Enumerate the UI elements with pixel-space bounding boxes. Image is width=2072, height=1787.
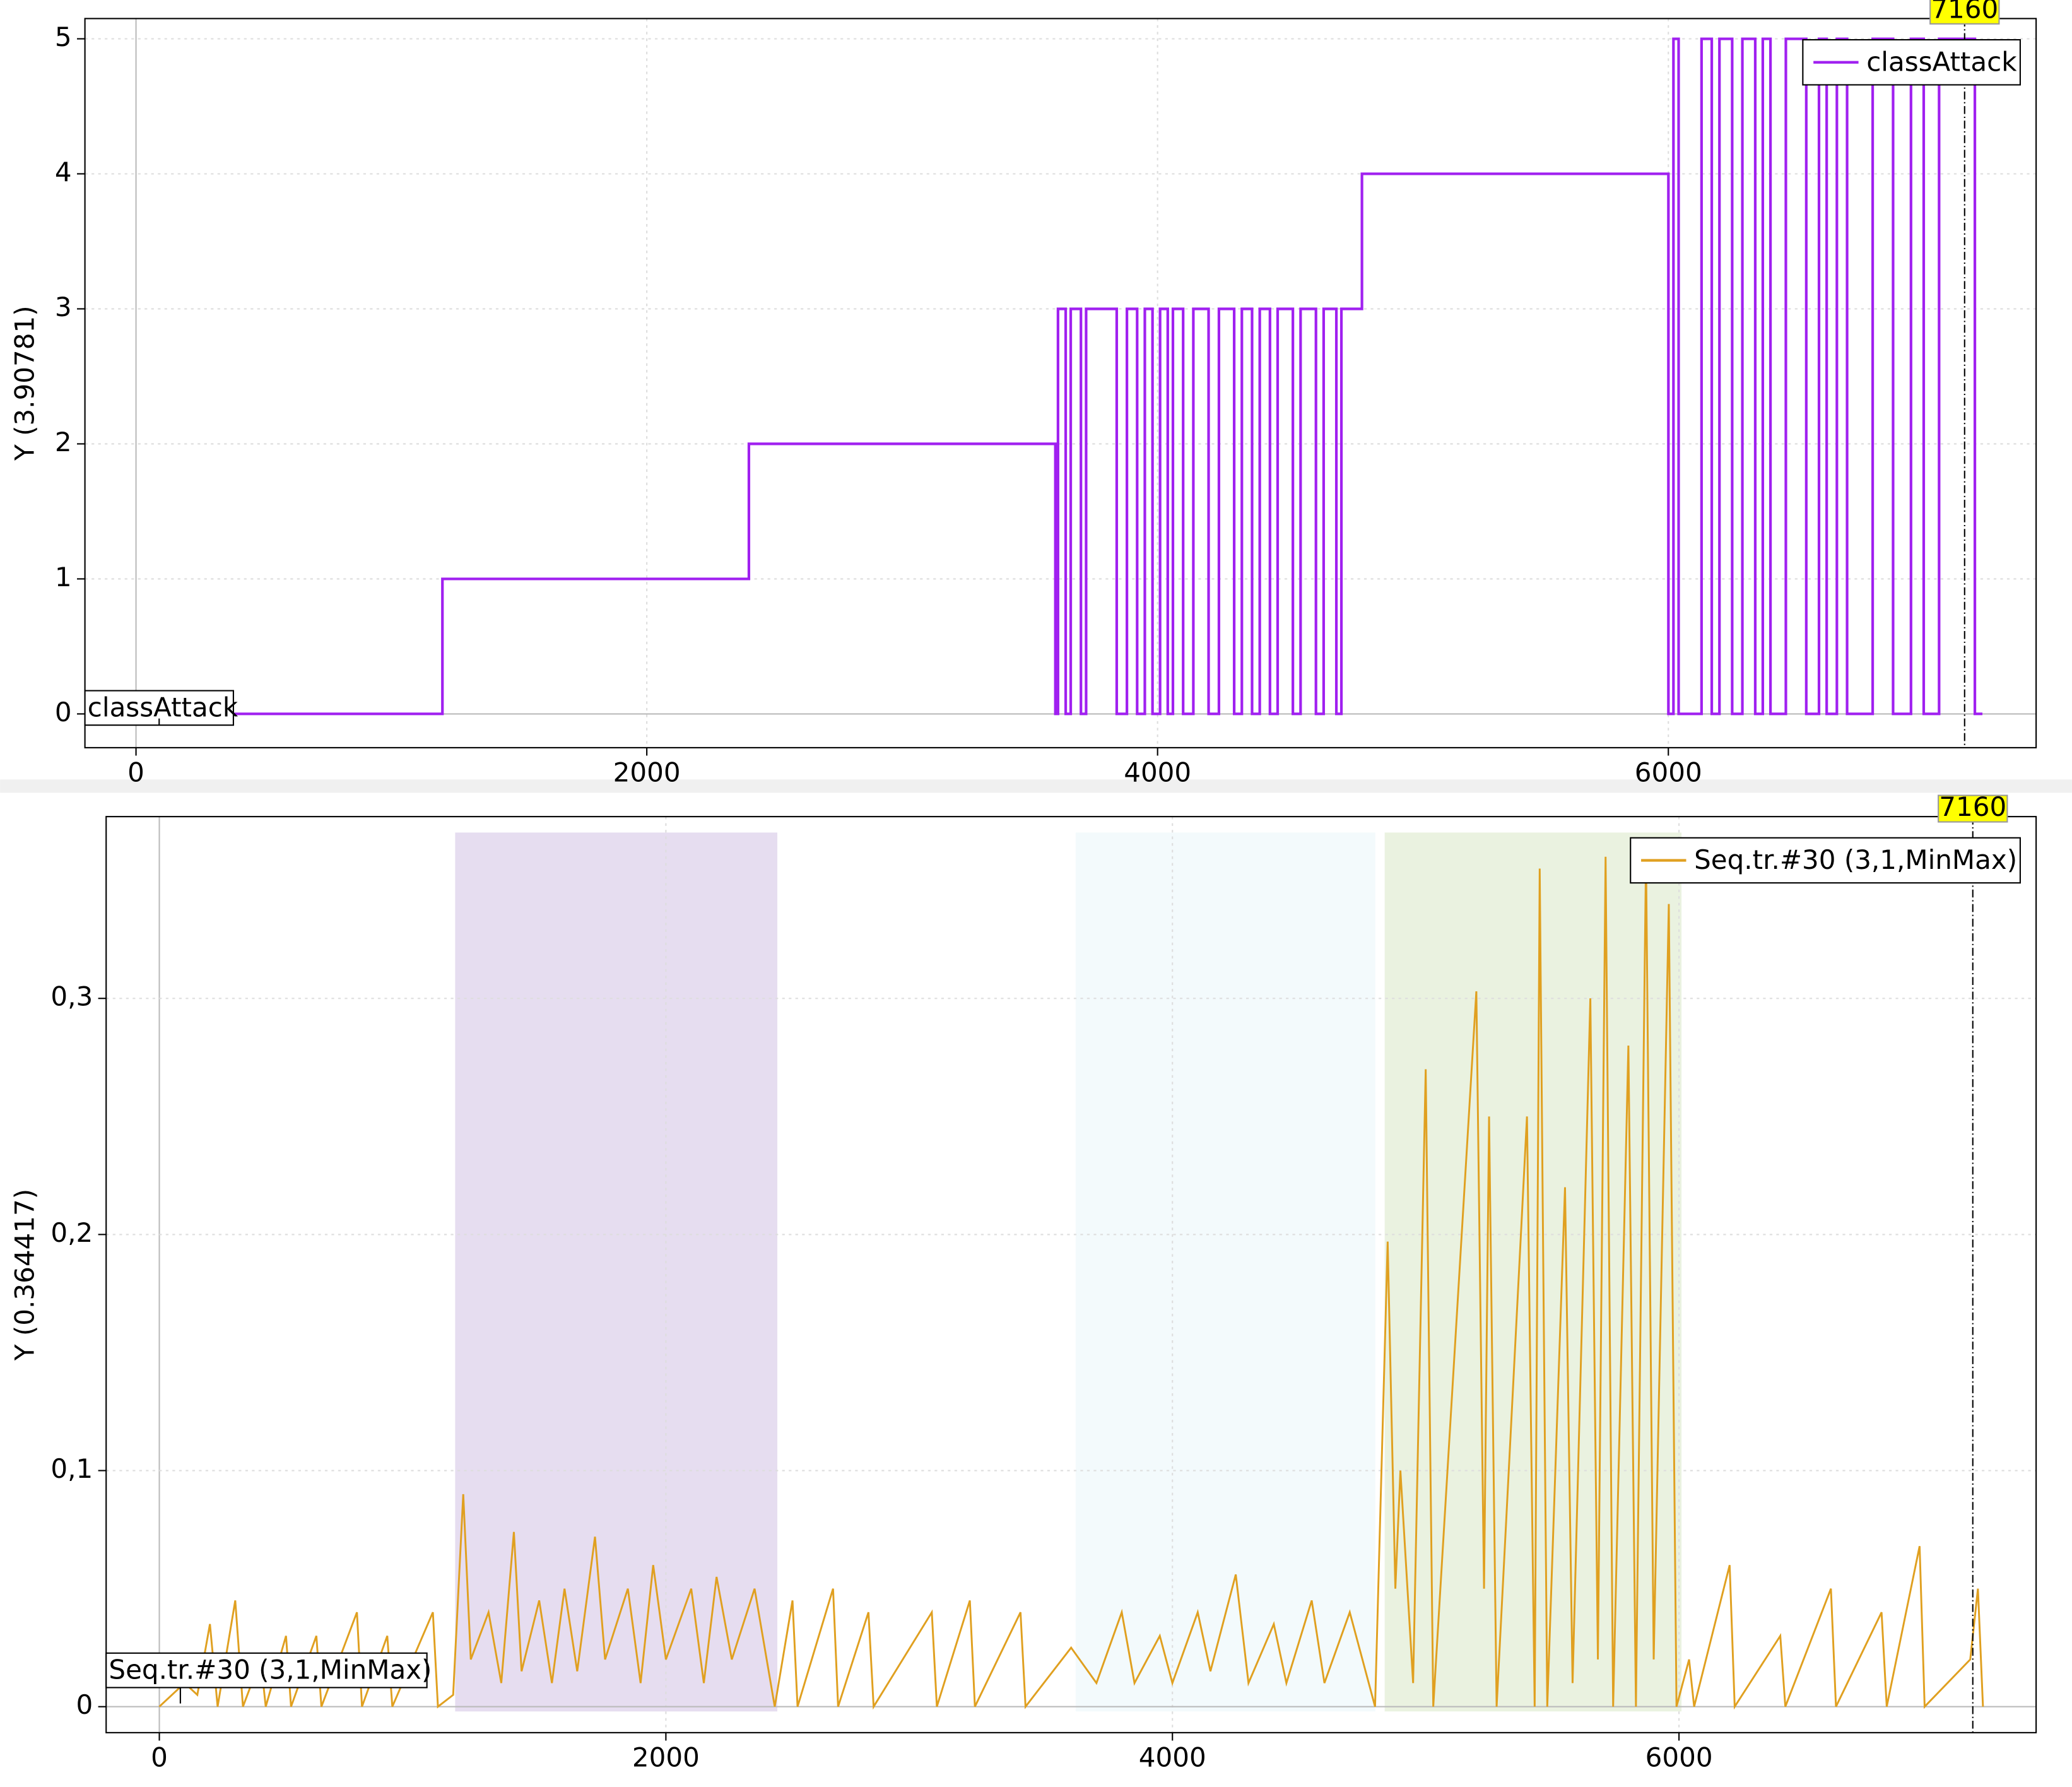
x-tick-label: 6000 <box>1635 757 1702 787</box>
splitter <box>0 779 2072 793</box>
legend-label: classAttack <box>1866 46 2017 77</box>
cursor-label: 7160 <box>1931 0 1998 24</box>
y-axis-label: Y (0.364417) <box>9 1189 40 1361</box>
highlight-span <box>455 832 778 1712</box>
series-tag-label: classAttack <box>88 692 238 722</box>
y-axis-label: Y (3.90781) <box>9 305 40 461</box>
y-tick-label: 3 <box>55 292 72 322</box>
x-tick-label: 4000 <box>1139 1742 1206 1772</box>
x-tick-label: 4000 <box>1124 757 1191 787</box>
legend-box <box>1630 837 2021 884</box>
y-tick-label: 0 <box>76 1689 93 1720</box>
cursor-label-box <box>1938 794 2008 823</box>
series-tag <box>105 1652 428 1689</box>
plot-frame <box>84 18 2037 748</box>
data-line <box>136 37 1983 716</box>
y-tick-label: 4 <box>55 156 72 187</box>
series-tag-label: Seq.tr.#30 (3,1,MinMax) <box>109 1654 432 1685</box>
legend-label: Seq.tr.#30 (3,1,MinMax) <box>1694 844 2017 875</box>
y-tick-label: 2 <box>55 427 72 457</box>
cursor-label-box <box>1929 0 2000 25</box>
x-tick-label: 2000 <box>613 757 681 787</box>
y-tick-label: 0,2 <box>50 1217 93 1248</box>
y-tick-label: 1 <box>55 562 72 593</box>
x-tick-label: 0 <box>151 1742 168 1772</box>
y-tick-label: 5 <box>55 21 72 52</box>
plot-frame <box>105 816 2037 1733</box>
cursor-label: 7160 <box>1939 791 2006 822</box>
y-tick-label: 0 <box>55 697 72 728</box>
y-tick-label: 0,3 <box>50 981 93 1012</box>
highlight-span <box>1075 832 1375 1712</box>
plot-area <box>106 817 2037 1733</box>
x-tick-label: 0 <box>127 757 144 787</box>
x-tick-label: 6000 <box>1645 1742 1713 1772</box>
y-tick-label: 0,1 <box>50 1453 93 1484</box>
data-line <box>158 856 1984 1710</box>
x-tick-label: 2000 <box>632 1742 700 1772</box>
